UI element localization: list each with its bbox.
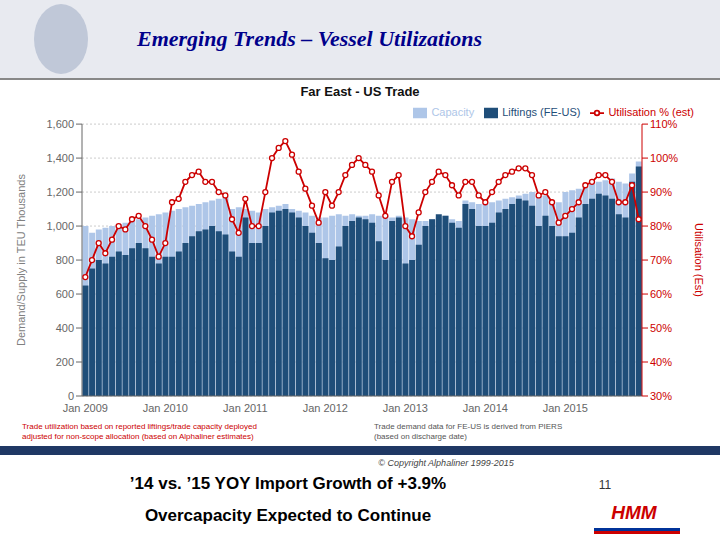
svg-text:110%: 110% xyxy=(650,118,678,130)
svg-text:800: 800 xyxy=(56,254,74,266)
html-text:HMM: HMM xyxy=(611,502,657,523)
svg-text:40%: 40% xyxy=(650,356,672,368)
svg-text:Jan 2010: Jan 2010 xyxy=(143,402,188,414)
svg-text:1,400: 1,400 xyxy=(46,152,74,164)
html-text:Trade demand data for FE-US is: Trade demand data for FE-US is derived f… xyxy=(374,422,563,441)
html-text:Trade utilization based on rep: Trade utilization based on reported lift… xyxy=(22,422,257,441)
svg-text:1,200: 1,200 xyxy=(46,186,74,198)
html-text:© Copyright Alphaliner 1999-20: © Copyright Alphaliner 1999-2015 xyxy=(378,458,514,468)
svg-text:30%: 30% xyxy=(650,390,672,402)
svg-text:80%: 80% xyxy=(650,220,672,232)
svg-text:Demand/Supply in TEU Thousands: Demand/Supply in TEU Thousands xyxy=(15,174,27,347)
svg-text:1,600: 1,600 xyxy=(46,118,74,130)
svg-text:0: 0 xyxy=(68,390,74,402)
html-text:Utilisation % (est): Utilisation % (est) xyxy=(608,106,694,118)
html-text:11: 11 xyxy=(598,478,612,492)
svg-text:90%: 90% xyxy=(650,186,672,198)
svg-text:600: 600 xyxy=(56,288,74,300)
svg-text:100%: 100% xyxy=(650,152,678,164)
html-text:Emerging Trends – Vessel Utili: Emerging Trends – Vessel Utilizations xyxy=(137,26,483,51)
svg-text:200: 200 xyxy=(56,356,74,368)
svg-text:Jan 2014: Jan 2014 xyxy=(463,402,508,414)
svg-text:70%: 70% xyxy=(650,254,672,266)
svg-text:Jan 2013: Jan 2013 xyxy=(383,402,428,414)
svg-text:400: 400 xyxy=(56,322,74,334)
svg-text:Jan 2012: Jan 2012 xyxy=(303,402,348,414)
html-text:Far East - US Trade: Far East - US Trade xyxy=(300,84,420,99)
svg-text:50%: 50% xyxy=(650,322,672,334)
svg-text:Jan 2011: Jan 2011 xyxy=(223,402,267,414)
svg-text:60%: 60% xyxy=(650,288,672,300)
html-text:Capacity: Capacity xyxy=(431,106,475,118)
html-text:Liftings (FE-US): Liftings (FE-US) xyxy=(502,106,581,118)
svg-text:1,000: 1,000 xyxy=(46,220,74,232)
svg-text:Utilisation (Est): Utilisation (Est) xyxy=(693,223,705,297)
html-text:’14 vs. ’15 YOY Import Growth: ’14 vs. ’15 YOY Import Growth of +3.9% xyxy=(129,474,447,493)
html-text:Overcapacity Expected to Conti: Overcapacity Expected to Continue xyxy=(144,506,432,525)
svg-text:Jan 2015: Jan 2015 xyxy=(543,402,588,414)
svg-text:Jan 2009: Jan 2009 xyxy=(63,402,108,414)
